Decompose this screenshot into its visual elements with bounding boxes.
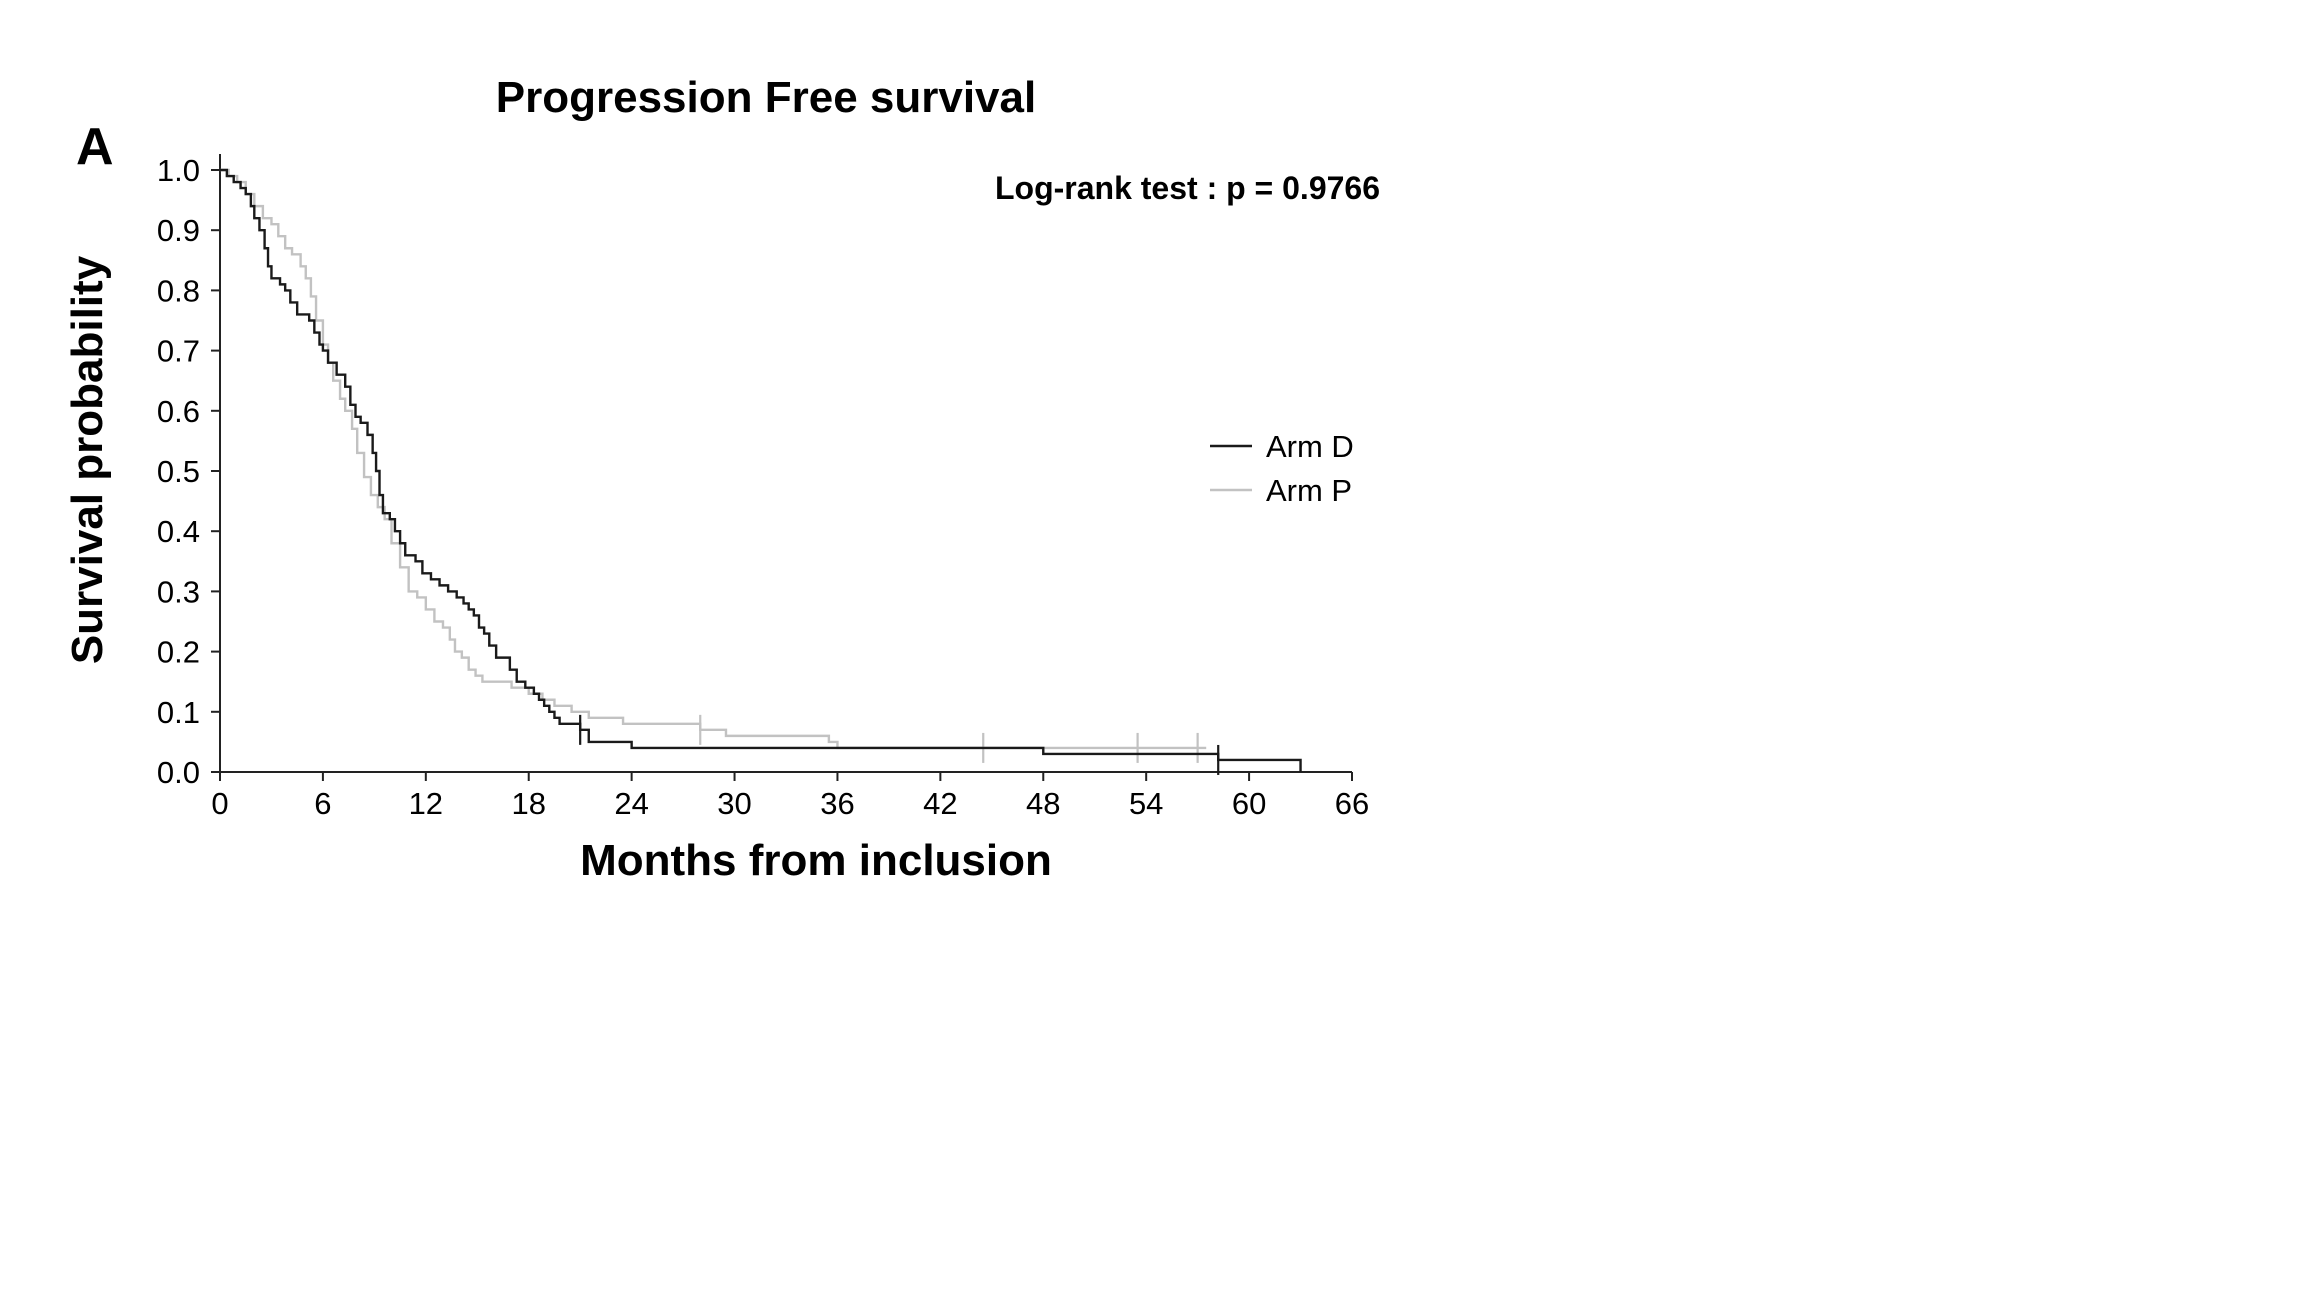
y-tick-label: 0.5 — [157, 454, 200, 489]
axes: 0 6 12 18 24 30 36 42 48 54 60 66 0.0 0.1 0.2 0.3 0.4 0.5… — [157, 153, 1369, 821]
y-tick-label: 0.4 — [157, 514, 200, 549]
series-line-arm-p — [220, 168, 1207, 750]
y-tick-label: 0.8 — [157, 273, 200, 308]
x-tick-label: 42 — [923, 786, 957, 821]
y-tick-label: 0.2 — [157, 635, 200, 670]
x-tick-label: 48 — [1026, 786, 1060, 821]
x-tick-label: 36 — [820, 786, 854, 821]
x-tick-label: 30 — [717, 786, 751, 821]
x-tick-label: 60 — [1232, 786, 1266, 821]
plot-series — [220, 168, 1302, 775]
x-tick-label: 0 — [211, 786, 228, 821]
logrank-annotation: Log-rank test : p = 0.9766 — [995, 170, 1380, 206]
chart-title: Progression Free survival — [496, 73, 1036, 122]
series-line-arm-d — [220, 168, 1302, 772]
y-tick-label: 0.3 — [157, 574, 200, 609]
x-tick-label: 12 — [409, 786, 443, 821]
x-tick-label: 6 — [314, 786, 331, 821]
panel-label: A — [76, 118, 114, 176]
x-tick-label: 18 — [511, 786, 545, 821]
x-tick-label: 54 — [1129, 786, 1163, 821]
legend-label-arm-p: Arm P — [1266, 473, 1352, 508]
y-tick-label: 0.0 — [157, 755, 200, 790]
y-tick-label: 0.7 — [157, 334, 200, 369]
legend: Arm D Arm P — [1210, 429, 1354, 508]
y-tick-label: 0.6 — [157, 394, 200, 429]
x-tick-label: 24 — [614, 786, 648, 821]
y-tick-label: 0.9 — [157, 213, 200, 248]
x-axis-label: Months from inclusion — [580, 836, 1052, 885]
x-tick-label: 66 — [1335, 786, 1369, 821]
y-axis-label: Survival probability — [63, 255, 112, 664]
legend-label-arm-d: Arm D — [1266, 429, 1354, 464]
y-tick-label: 0.1 — [157, 695, 200, 730]
y-tick-label: 1.0 — [157, 153, 200, 188]
